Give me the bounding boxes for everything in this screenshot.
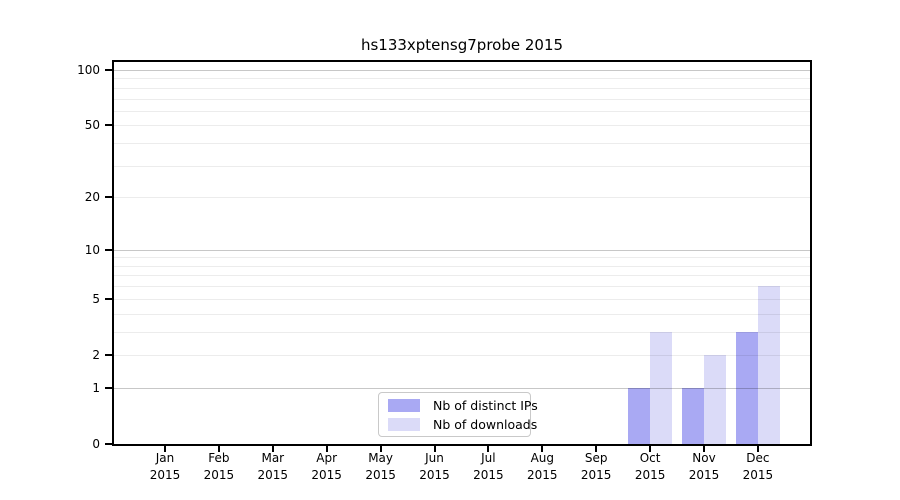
x-axis-month: Feb [208,451,230,465]
x-axis-tick-label: Jan 2015 [130,450,200,484]
gridline-minor [114,110,810,112]
gridline-minor [114,165,810,167]
legend-label: Nb of distinct IPs [433,397,538,413]
bar-downloads-nov [704,354,726,444]
x-axis-tick [379,446,382,452]
gridline-minor [114,143,810,145]
y-axis-tick-label: 1 [92,380,100,395]
y-axis-tick-label: 100 [77,62,100,77]
x-axis-month: Jul [481,451,496,465]
x-axis-tick [217,446,220,452]
x-axis-year: 2015 [311,468,342,482]
y-axis-tick [105,297,112,300]
x-axis-tick [433,446,436,452]
gridline-minor [114,313,810,315]
y-axis-tick-label: 5 [92,291,100,306]
y-axis-tick-label: 0 [92,437,100,451]
x-axis-month: Aug [530,451,555,465]
x-axis-month: Oct [639,451,661,465]
x-axis-month: Sep [584,451,608,465]
x-axis-year: 2015 [688,468,720,482]
y-axis-tick-label: 20 [84,190,100,205]
legend-item-distinct-ips: Nb of distinct IPs [388,398,538,413]
gridline-minor [114,275,810,277]
x-axis-tick-label: Apr 2015 [292,450,362,484]
x-axis-month: Apr [316,451,338,465]
x-axis-month: Nov [692,451,716,465]
x-axis-year: 2015 [149,468,181,482]
y-axis-tick [105,248,112,251]
distinct-ips-swatch-icon [388,398,420,412]
x-axis-year: 2015 [634,468,666,482]
x-axis-tick [271,446,274,452]
x-axis-tick-label: Jul 2015 [453,450,523,484]
x-axis-year: 2015 [365,468,396,482]
x-axis-tick [703,446,705,452]
bar-distinct-ips-oct [628,387,651,444]
x-axis-month: May [368,451,393,465]
x-axis-tick-label: Jun 2015 [400,450,470,484]
y-axis-tick [105,353,112,356]
gridline-major [114,69,810,71]
x-axis-month: Dec [746,451,770,465]
bar-distinct-ips-dec [735,331,758,444]
gridline-major [114,387,810,389]
gridline-minor [114,331,810,333]
gridline-minor [114,78,810,80]
legend-item-downloads: Nb of downloads [388,417,537,432]
gridline-minor [114,265,810,267]
x-axis-tick-label: Dec 2015 [723,450,793,484]
x-axis-year: 2015 [203,468,235,482]
bar-distinct-ips-nov [682,387,704,444]
gridline-minor [114,257,810,259]
x-axis-tick-label: Aug 2015 [507,450,577,484]
gridline-major [114,249,810,251]
x-axis-tick-label: Oct 2015 [615,450,685,484]
x-axis-year: 2015 [580,468,612,482]
x-axis-month: Jun [425,451,444,465]
legend-label: Nb of downloads [433,416,538,432]
y-axis-tick [105,124,112,127]
gridline-minor [114,87,810,89]
x-axis-tick-label: Sep 2015 [561,450,631,484]
x-axis-year: 2015 [473,468,504,482]
x-axis-tick [325,446,328,452]
gridline-minor [114,298,810,300]
x-axis-tick [756,446,759,452]
x-axis-year: 2015 [742,468,774,482]
downloads-swatch-icon [388,417,420,431]
legend: Nb of distinct IPs Nb of downloads [378,392,538,437]
x-axis-month: Jan [155,451,175,465]
gridline-minor [114,286,810,288]
x-axis-tick-label: May 2015 [346,450,416,484]
x-axis-tick [541,446,544,452]
chart-title: hs133xptensg7probe 2015 [360,36,564,54]
bar-downloads-oct [650,331,673,444]
y-axis-tick-label: 50 [84,118,100,133]
gridline-minor [114,125,810,127]
x-axis-tick-label: Mar 2015 [238,450,308,484]
gridline-minor [114,354,810,356]
x-axis-year: 2015 [419,468,450,482]
x-axis-year: 2015 [257,468,289,482]
y-axis-tick [105,68,112,71]
y-axis-tick-label: 2 [92,347,100,362]
gridline-minor [114,197,810,199]
x-axis-tick [487,446,490,452]
plot-area [112,60,812,446]
gridline-minor [114,98,810,100]
x-axis-tick [595,446,598,452]
y-axis-tick-label: 10 [84,242,100,257]
x-axis-tick [164,446,166,452]
y-axis-tick [105,386,112,389]
x-axis-month: Mar [261,451,285,465]
y-axis-tick [105,196,112,199]
bar-downloads-dec [757,286,780,444]
x-axis-year: 2015 [527,468,558,482]
y-axis-tick [105,443,112,445]
x-axis-tick-label: Nov 2015 [669,450,739,484]
x-axis-tick [649,446,652,452]
x-axis-tick-label: Feb 2015 [184,450,254,484]
